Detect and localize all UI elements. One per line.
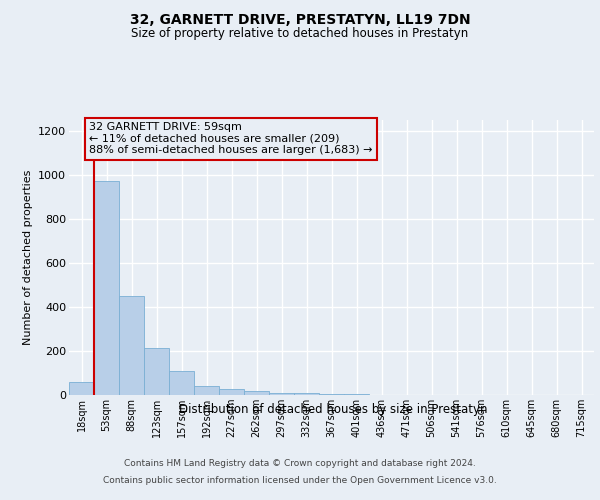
Bar xyxy=(119,296,144,395)
Bar xyxy=(69,382,94,395)
Bar xyxy=(269,393,294,395)
Bar xyxy=(169,371,194,395)
Text: Contains public sector information licensed under the Open Government Licence v3: Contains public sector information licen… xyxy=(103,476,497,485)
Text: 32 GARNETT DRIVE: 59sqm
← 11% of detached houses are smaller (209)
88% of semi-d: 32 GARNETT DRIVE: 59sqm ← 11% of detache… xyxy=(89,122,373,156)
Bar xyxy=(94,180,119,395)
Y-axis label: Number of detached properties: Number of detached properties xyxy=(23,170,32,345)
Bar xyxy=(344,394,369,395)
Text: Size of property relative to detached houses in Prestatyn: Size of property relative to detached ho… xyxy=(131,28,469,40)
Bar xyxy=(194,386,219,395)
Bar xyxy=(294,393,319,395)
Bar xyxy=(319,394,344,395)
Text: 32, GARNETT DRIVE, PRESTATYN, LL19 7DN: 32, GARNETT DRIVE, PRESTATYN, LL19 7DN xyxy=(130,12,470,26)
Bar xyxy=(244,391,269,395)
Text: Distribution of detached houses by size in Prestatyn: Distribution of detached houses by size … xyxy=(179,402,487,415)
Bar xyxy=(144,348,169,395)
Bar xyxy=(219,389,244,395)
Text: Contains HM Land Registry data © Crown copyright and database right 2024.: Contains HM Land Registry data © Crown c… xyxy=(124,458,476,468)
